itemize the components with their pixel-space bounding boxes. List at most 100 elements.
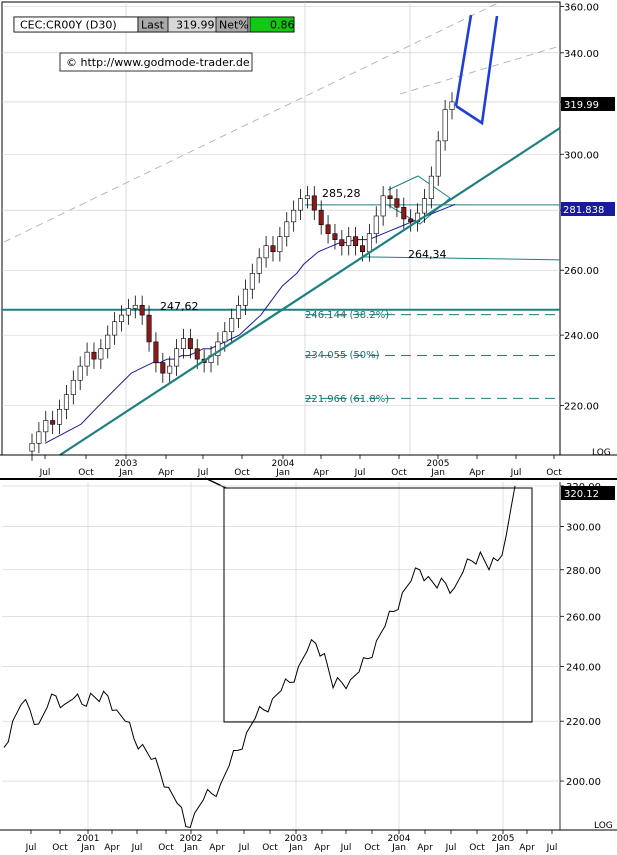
bottom-x-tick-label: Oct [469, 843, 485, 853]
top-y-tick-label: 260.00 [564, 266, 599, 277]
candle-body [98, 348, 104, 360]
last-label: Last [141, 19, 165, 32]
bottom-x-tick-label: Oct [158, 843, 174, 853]
bottom-x-year-label: 2002 [180, 834, 203, 844]
top-chart: 220.00240.00260.00280.00300.00320.00340.… [0, 1, 617, 478]
bottom-x-tick-label: Jan [391, 843, 406, 853]
candle-body [291, 209, 297, 223]
candle-body [91, 351, 97, 360]
projection-pullback [455, 15, 499, 126]
bottom-x-year-label: 2005 [492, 834, 515, 844]
bottom-y-axis: 200.00 220.00 240.00 260.00 280.00 300.00 320.… [560, 482, 601, 788]
net-badge [249, 16, 295, 33]
bottom-x-tick-label: Jul [131, 843, 143, 853]
top-x-tick-label: Apr [313, 468, 329, 478]
top-plot-area [1, 1, 561, 456]
bottom-x-tick-label: Jul [25, 843, 37, 853]
candle-body [359, 245, 365, 253]
symbol-label: CEC:CR00Y (D30) [20, 19, 117, 32]
bottom-y-tick-label: 220.00 [566, 717, 601, 728]
candle-body [284, 221, 290, 237]
candle-body [353, 236, 359, 246]
candle-body [387, 195, 393, 199]
upper-channel-line [3, 1, 501, 243]
level-264 [361, 256, 561, 261]
candle-body [146, 314, 152, 343]
candle-body [346, 236, 352, 246]
bottom-x-tick-label: Oct [262, 843, 278, 853]
bottom-x-tick-label: Oct [364, 843, 380, 853]
top-x-axis: Jul Oct Jan Apr Jul Oct Jan Apr Jul Oct Jan Apr Jul O… [0, 454, 617, 478]
candle-body [339, 239, 345, 246]
bottom-x-tick-label: Jan [288, 843, 303, 853]
top-x-tick-label: Oct [234, 468, 250, 478]
net-value: 0.86 [270, 19, 295, 32]
copyright-box: © http://www.godmode-trader.de [59, 52, 253, 72]
top-moving-average [44, 203, 456, 444]
candle-body [229, 318, 235, 333]
candle-body [366, 233, 372, 253]
main-trendline [59, 127, 561, 456]
candle-body [84, 351, 90, 367]
candle-body [442, 109, 448, 142]
candle-body [29, 443, 35, 452]
top-trendline [59, 127, 561, 456]
bottom-scale-label: LOG [594, 821, 613, 831]
last-value: 319.99 [176, 19, 215, 32]
bottom-x-tick-label: Apr [519, 843, 535, 853]
bottom-y-tick-label: 260.00 [566, 612, 601, 623]
top-x-year-label: 2004 [272, 459, 295, 469]
candle-body [435, 140, 441, 177]
bottom-last-badge-bg [561, 486, 615, 500]
candle-body [373, 215, 379, 234]
candle-body [222, 331, 228, 343]
top-projection [454, 14, 499, 126]
copyright-text: © http://www.godmode-trader.de [66, 56, 250, 69]
fib-label-50: 234.055 (50%) [305, 350, 380, 361]
candle-body [50, 420, 56, 425]
annotation-low-2004: 264,34 [408, 248, 447, 261]
candle-body [298, 198, 304, 211]
top-x-tick-label: Jan [275, 468, 290, 478]
candle-body [263, 245, 269, 259]
top-x-tick-label: Jul [39, 468, 51, 478]
bottom-x-tick-label: Apr [314, 843, 330, 853]
candle-body [242, 288, 248, 306]
bottom-x-tick-label: Apr [417, 843, 433, 853]
top-x-tick-label: Jul [354, 468, 366, 478]
ma-badge: 281.838 [563, 205, 604, 216]
bottom-y-tick-label: 240.00 [566, 663, 601, 674]
bottom-x-year-label: 2004 [388, 834, 411, 844]
bottom-x-tick-label: Apr [104, 843, 120, 853]
ma-badge-bg [561, 202, 615, 216]
bottom-x-tick-label: Apr [209, 843, 225, 853]
candle-body [311, 195, 317, 211]
bottom-x-year-label: 2003 [285, 834, 308, 844]
top-y-tick-label: 360.00 [564, 2, 599, 13]
bottom-x-tick-label: Jul [340, 843, 352, 853]
candle-body [215, 341, 221, 356]
top-y-tick-label: 240.00 [564, 331, 599, 342]
candle-body [125, 308, 131, 316]
candle-body [180, 338, 186, 350]
candle-body [43, 420, 49, 433]
annotation-high-2003: 247,62 [160, 300, 199, 313]
bottom-y-tick-label: 280.00 [566, 566, 601, 577]
candle-body [194, 348, 200, 360]
upper-channel-line-2 [399, 45, 561, 95]
fib-label-382: 246.144 (38.2%) [305, 310, 389, 321]
last-price-badge-bg [561, 97, 615, 111]
candle-body [318, 209, 324, 226]
top-candles [29, 92, 455, 461]
moving-average-line [44, 203, 456, 444]
top-x-tick-label: Jul [510, 468, 522, 478]
candle-body [160, 362, 166, 374]
candle-body [187, 338, 193, 350]
top-x-tick-label: Apr [158, 468, 174, 478]
candle-body [167, 365, 173, 374]
bottom-x-year-label: 2001 [77, 834, 100, 844]
candle-body [105, 334, 111, 350]
candle-body [332, 233, 338, 240]
